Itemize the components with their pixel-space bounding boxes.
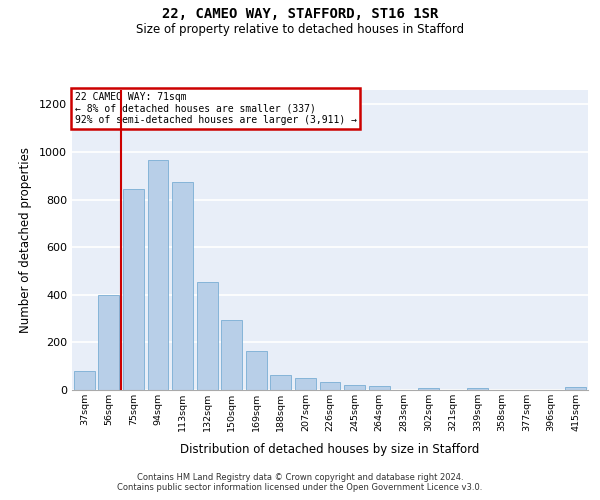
Bar	[295, 378, 316, 390]
Bar	[467, 388, 488, 390]
Text: 22 CAMEO WAY: 71sqm
← 8% of detached houses are smaller (337)
92% of semi-detach: 22 CAMEO WAY: 71sqm ← 8% of detached hou…	[74, 92, 356, 124]
Bar	[344, 385, 365, 390]
Text: Distribution of detached houses by size in Stafford: Distribution of detached houses by size …	[181, 442, 479, 456]
Bar	[221, 320, 242, 390]
Text: Contains HM Land Registry data © Crown copyright and database right 2024.: Contains HM Land Registry data © Crown c…	[137, 472, 463, 482]
Bar	[98, 295, 119, 390]
Bar	[123, 189, 144, 390]
Bar	[74, 371, 95, 390]
Bar	[565, 387, 586, 390]
Bar	[271, 374, 292, 390]
Bar	[320, 382, 340, 390]
Bar	[148, 160, 169, 390]
Text: 22, CAMEO WAY, STAFFORD, ST16 1SR: 22, CAMEO WAY, STAFFORD, ST16 1SR	[162, 8, 438, 22]
Bar	[418, 388, 439, 390]
Bar	[197, 282, 218, 390]
Bar	[172, 182, 193, 390]
Bar	[368, 386, 389, 390]
Bar	[246, 352, 267, 390]
Y-axis label: Number of detached properties: Number of detached properties	[19, 147, 32, 333]
Text: Contains public sector information licensed under the Open Government Licence v3: Contains public sector information licen…	[118, 484, 482, 492]
Text: Size of property relative to detached houses in Stafford: Size of property relative to detached ho…	[136, 22, 464, 36]
